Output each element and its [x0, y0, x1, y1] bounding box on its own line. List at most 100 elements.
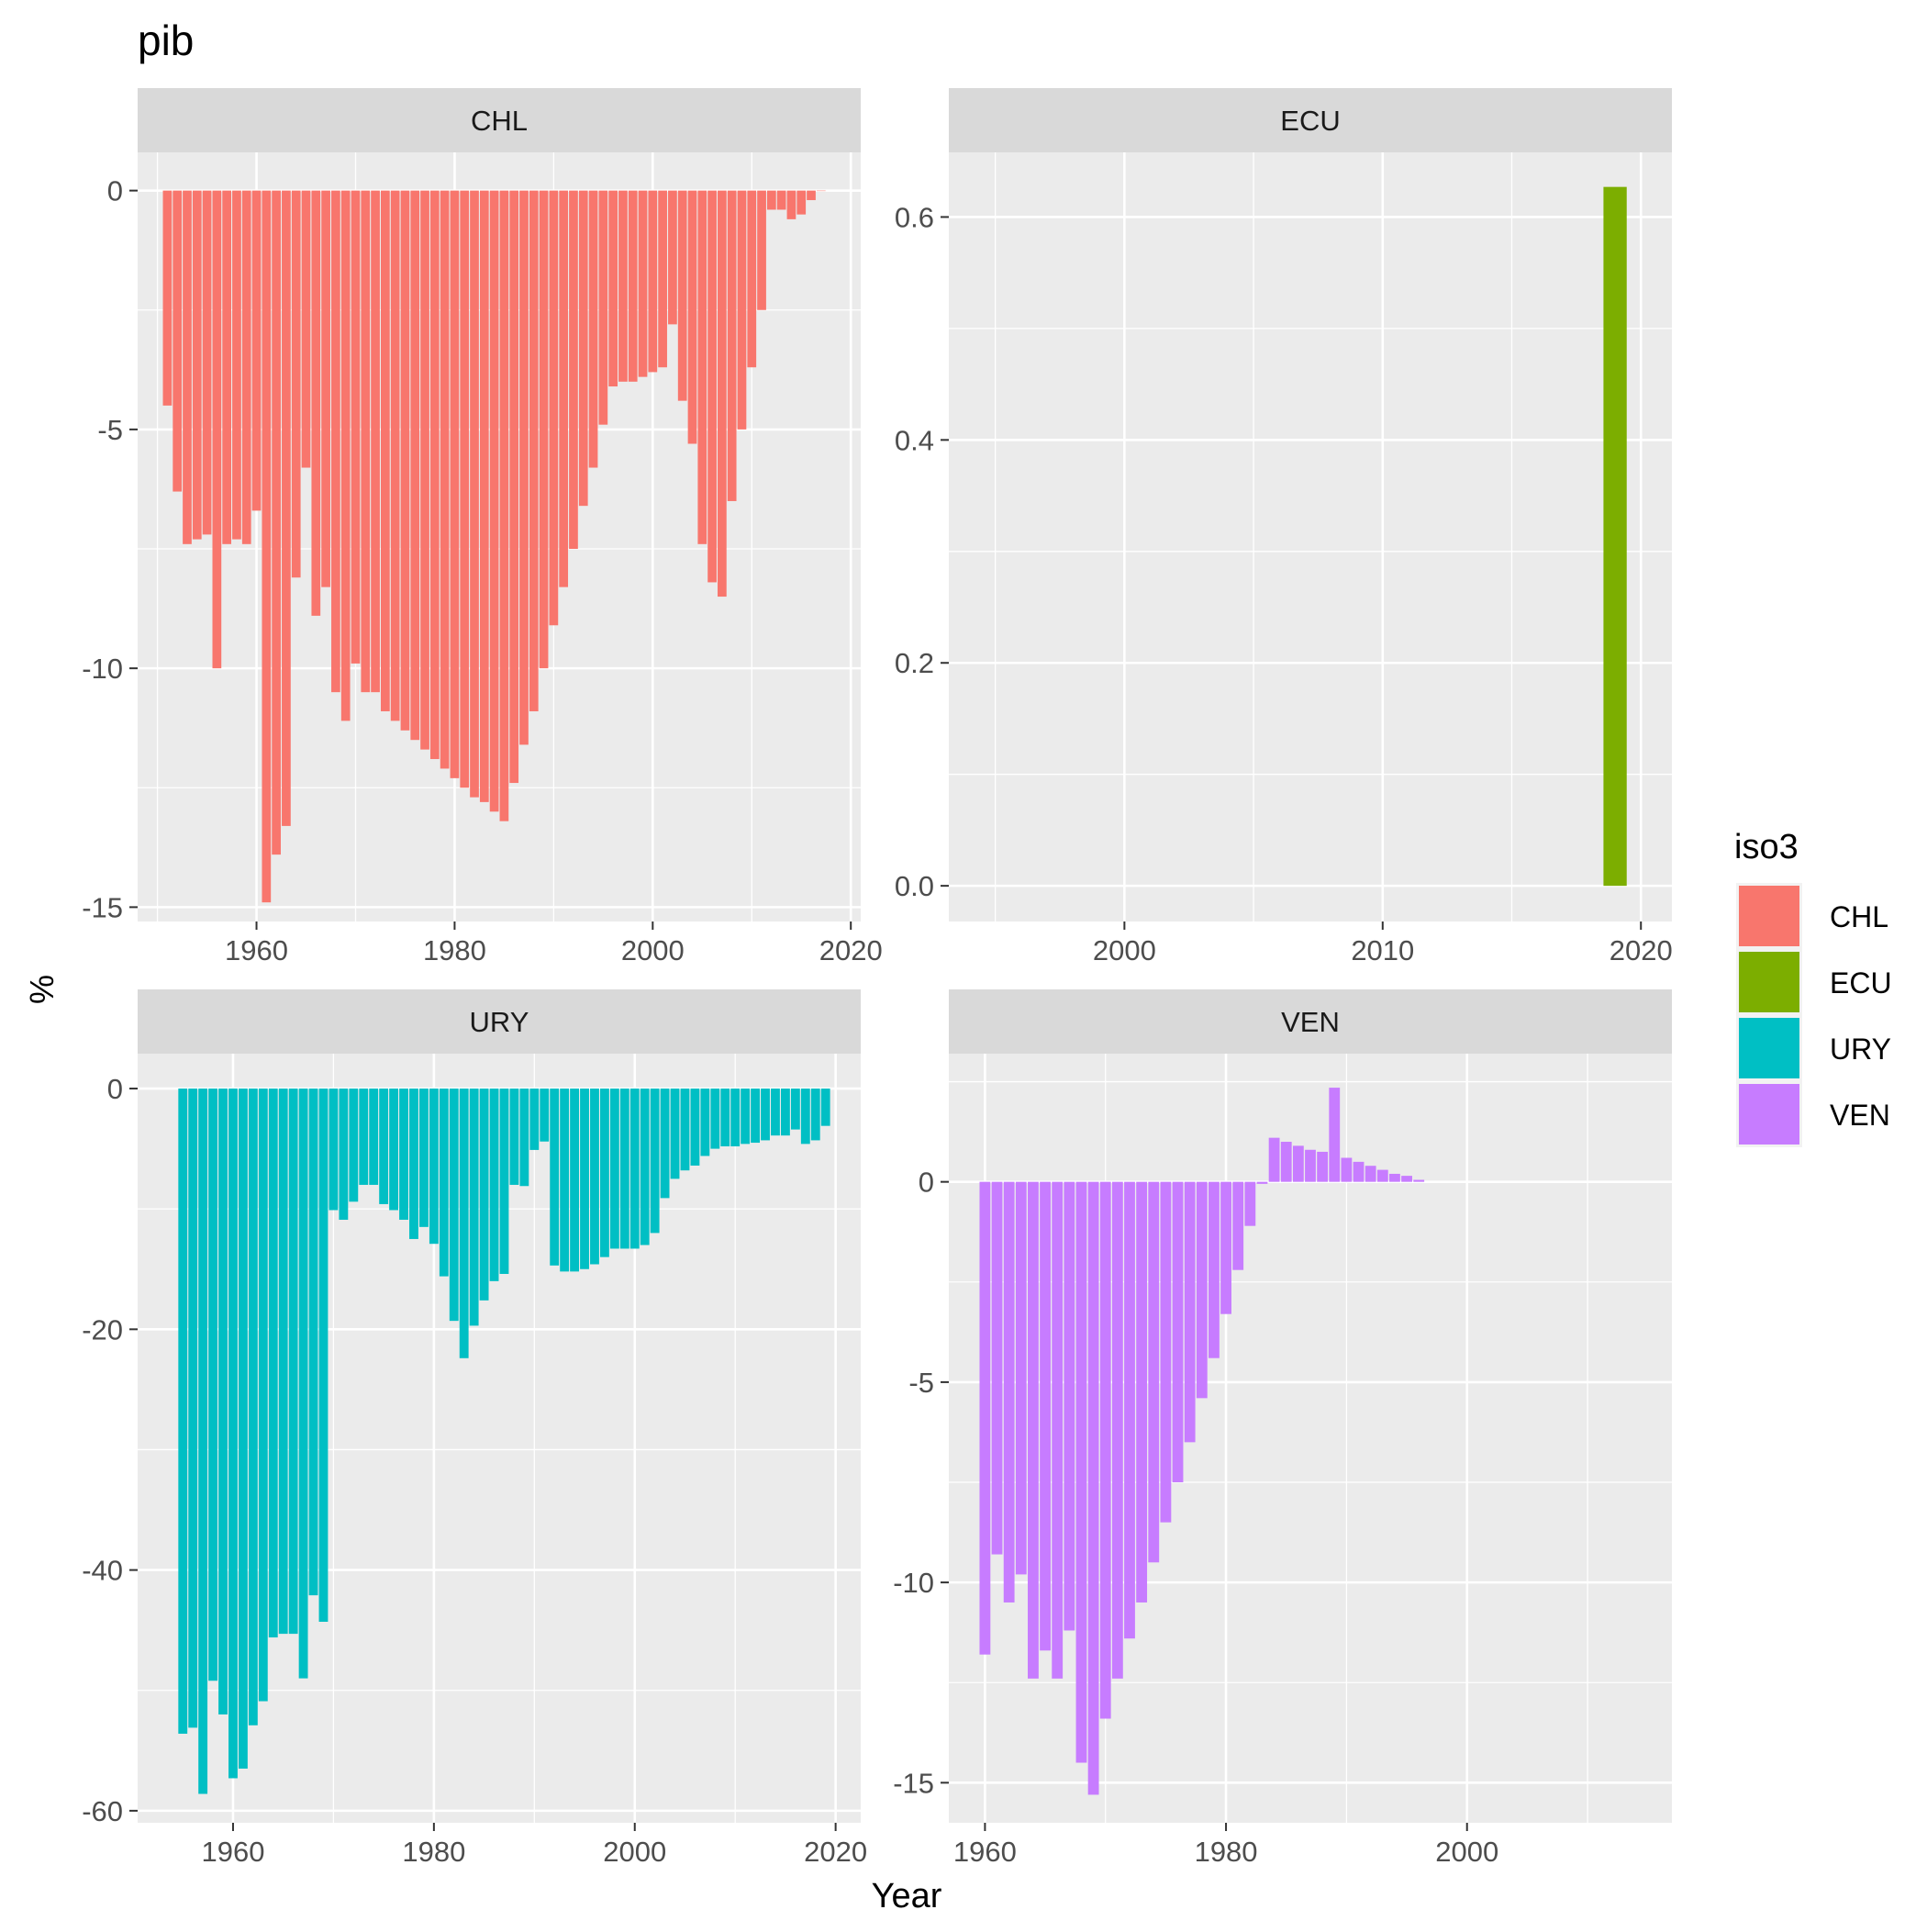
x-tick-label: 2000 [1435, 1836, 1498, 1868]
bar-ury-2002 [650, 1089, 660, 1234]
bar-ury-2013 [761, 1089, 770, 1141]
x-tick-label: 1980 [423, 934, 486, 966]
legend-key [1739, 952, 1799, 1012]
bar-ven-1961 [991, 1181, 1003, 1555]
chart-title: pib [138, 17, 194, 64]
bar-ury-1982 [449, 1089, 459, 1322]
bar-chl-1963 [282, 190, 291, 826]
bar-ven-1978 [1196, 1181, 1208, 1399]
legend-item-ury: URY [1736, 1015, 1891, 1081]
bar-ury-2018 [810, 1089, 820, 1141]
bar-chl-2000 [648, 190, 658, 373]
bar-ury-1998 [609, 1089, 619, 1249]
bar-ury-2003 [660, 1089, 670, 1199]
bar-chl-1969 [340, 190, 351, 721]
bar-chl-2004 [687, 190, 697, 444]
bar-chl-1970 [351, 190, 361, 664]
bar-ury-1992 [550, 1089, 560, 1266]
bar-chl-2003 [677, 190, 687, 401]
x-tick-label: 2000 [621, 934, 685, 966]
bar-ven-1988 [1317, 1151, 1329, 1182]
bar-ury-1968 [308, 1089, 318, 1596]
bar-ven-1979 [1209, 1181, 1220, 1358]
bar-ury-1964 [268, 1089, 278, 1638]
y-tick-label: 0.2 [895, 647, 934, 679]
bar-chl-1988 [529, 190, 539, 711]
bar-chl-1952 [173, 190, 183, 492]
bar-ury-1977 [399, 1089, 408, 1220]
x-tick-label: 2020 [819, 934, 883, 966]
facet-strip [949, 88, 1672, 152]
bar-ven-1981 [1232, 1181, 1244, 1270]
bar-chl-1990 [549, 190, 559, 626]
bar-ury-2012 [751, 1089, 761, 1144]
bar-chl-1961 [262, 190, 272, 903]
bar-chl-1978 [429, 190, 440, 760]
bar-ven-1989 [1329, 1088, 1341, 1182]
bar-chl-1966 [311, 190, 321, 616]
bar-chl-1997 [618, 190, 628, 382]
bar-chl-1960 [251, 190, 262, 511]
bar-chl-2017 [816, 190, 826, 192]
bar-chl-1981 [460, 190, 470, 788]
x-tick-label: 2020 [804, 1836, 867, 1868]
bar-chl-1987 [519, 190, 529, 745]
bar-ven-1975 [1160, 1181, 1172, 1523]
bar-ury-1972 [349, 1089, 359, 1202]
panel-background [949, 152, 1672, 921]
x-tick-label: 2010 [1351, 934, 1414, 966]
bar-chl-1951 [162, 190, 173, 406]
bar-ven-1983 [1256, 1181, 1268, 1184]
bar-ury-1963 [258, 1089, 268, 1702]
bar-ven-1982 [1244, 1181, 1256, 1226]
bar-chl-1980 [450, 190, 460, 778]
bar-ury-2006 [690, 1089, 700, 1166]
bar-ven-1964 [1028, 1181, 1039, 1679]
bar-ecu-2019 [1603, 186, 1627, 887]
bar-ury-1973 [359, 1089, 369, 1185]
legend-item-ecu: ECU [1736, 949, 1892, 1015]
bar-chl-1954 [192, 190, 202, 540]
bar-ury-1978 [409, 1089, 418, 1239]
bar-ury-2016 [790, 1089, 800, 1130]
x-tick-label: 1960 [201, 1836, 264, 1868]
bar-chl-2016 [807, 190, 816, 201]
bar-ury-1991 [540, 1089, 550, 1142]
bar-chl-1999 [638, 190, 648, 377]
bar-ven-1968 [1075, 1181, 1087, 1763]
bar-ury-1988 [509, 1089, 519, 1185]
x-tick-label: 2020 [1610, 934, 1673, 966]
bar-ury-1965 [278, 1089, 288, 1635]
x-tick-label: 1980 [1195, 1836, 1258, 1868]
bar-ury-1976 [389, 1089, 399, 1211]
y-tick-label: 0 [107, 1073, 123, 1105]
bar-ury-1969 [318, 1089, 329, 1622]
y-tick-label: -10 [82, 653, 123, 685]
bar-chl-1984 [489, 190, 499, 812]
bar-ven-1996 [1413, 1179, 1425, 1182]
y-tick-label: -5 [908, 1367, 934, 1399]
bar-ury-1995 [580, 1089, 589, 1269]
facet-strip-label: URY [470, 1006, 529, 1038]
x-tick-label: 1980 [402, 1836, 465, 1868]
bar-ury-2017 [800, 1089, 810, 1145]
bar-chl-1991 [559, 190, 569, 587]
bar-ury-1994 [570, 1089, 580, 1272]
bar-ury-2008 [710, 1089, 720, 1149]
y-tick-label: -15 [82, 891, 123, 923]
bar-ury-1980 [429, 1089, 439, 1245]
facet-strip-label: CHL [471, 105, 528, 137]
bar-ury-1987 [499, 1089, 509, 1274]
bar-ury-1979 [418, 1089, 429, 1227]
y-tick-label: -10 [893, 1567, 934, 1599]
bar-chl-1976 [410, 190, 420, 741]
bar-ury-1993 [560, 1089, 570, 1272]
bar-ury-1975 [379, 1089, 389, 1204]
panel-background [138, 1054, 861, 1823]
bar-chl-1967 [321, 190, 330, 587]
bar-chl-2012 [766, 190, 776, 210]
legend-item-ven: VEN [1736, 1081, 1890, 1147]
x-tick-label: 1960 [953, 1836, 1017, 1868]
bar-ven-1990 [1341, 1157, 1353, 1182]
